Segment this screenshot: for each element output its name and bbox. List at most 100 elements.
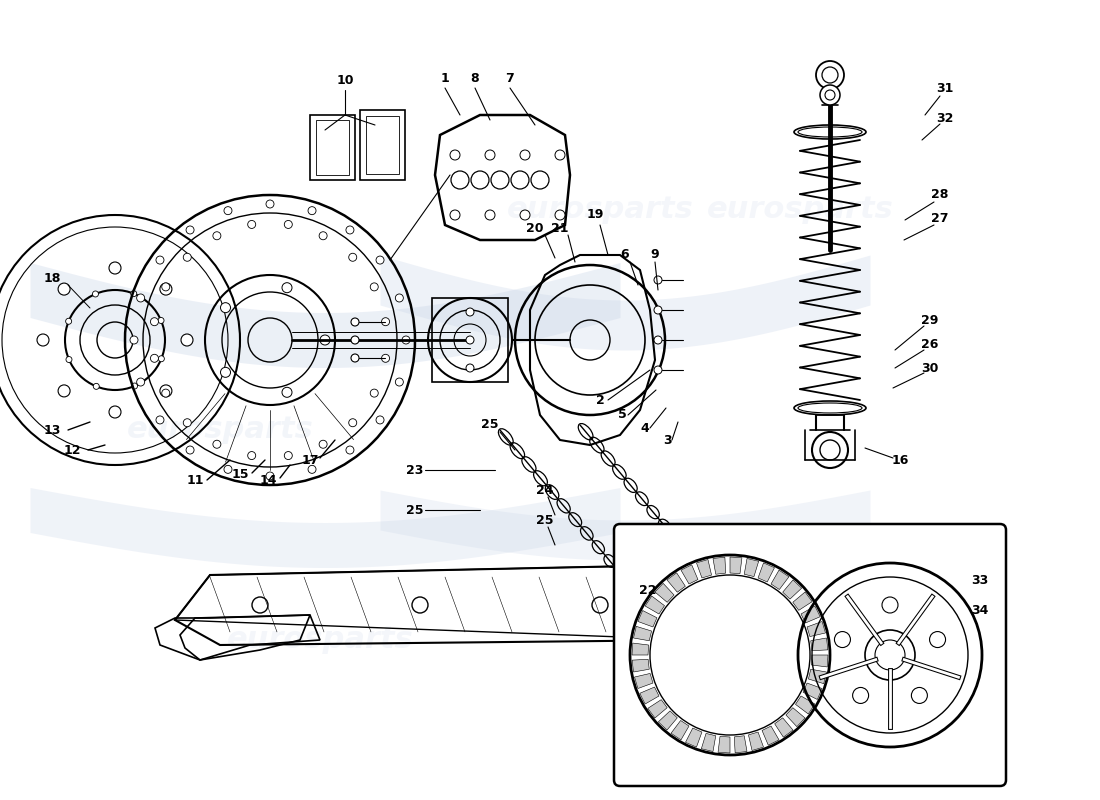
Circle shape [136,294,145,302]
Circle shape [284,451,293,459]
Circle shape [412,597,428,613]
Circle shape [248,221,255,229]
Circle shape [136,378,145,386]
Text: 24: 24 [537,483,553,497]
Circle shape [248,451,255,459]
Polygon shape [783,580,802,599]
Polygon shape [745,558,759,577]
Bar [366,116,399,174]
Polygon shape [648,700,668,718]
Polygon shape [713,557,726,574]
Circle shape [58,283,70,295]
Text: eurosparts: eurosparts [706,195,893,225]
Circle shape [662,597,678,613]
Text: 34: 34 [971,603,989,617]
Circle shape [66,357,72,362]
Text: 5: 5 [617,409,626,422]
Polygon shape [808,670,826,684]
Text: 3: 3 [663,434,672,446]
Polygon shape [801,606,821,623]
Polygon shape [702,734,716,751]
Polygon shape [718,736,730,753]
Polygon shape [671,721,689,740]
Circle shape [382,354,389,362]
Circle shape [491,171,509,189]
Circle shape [376,256,384,264]
Polygon shape [762,726,779,746]
Circle shape [654,306,662,314]
Polygon shape [634,626,651,641]
Circle shape [160,283,172,295]
Polygon shape [771,570,789,590]
Circle shape [835,631,850,647]
Text: 19: 19 [586,209,604,222]
Text: 25: 25 [406,503,424,517]
Circle shape [156,256,164,264]
Circle shape [520,210,530,220]
Text: 6: 6 [620,249,629,262]
Text: 21: 21 [551,222,569,234]
Text: 9: 9 [651,249,659,262]
Circle shape [308,206,316,214]
Circle shape [109,262,121,274]
Circle shape [160,385,172,397]
Circle shape [852,687,869,703]
Circle shape [162,389,169,397]
Polygon shape [795,696,815,714]
Circle shape [130,336,138,344]
Text: 15: 15 [231,469,249,482]
Circle shape [349,418,356,426]
Text: 4: 4 [640,422,649,434]
Circle shape [184,254,191,262]
Text: 25: 25 [537,514,553,526]
Polygon shape [685,728,702,747]
Text: eurosparts: eurosparts [227,626,414,654]
Circle shape [308,466,316,474]
Text: 33: 33 [971,574,989,586]
Text: 10: 10 [337,74,354,86]
Circle shape [151,318,158,326]
Circle shape [912,687,927,703]
Polygon shape [803,683,822,699]
Circle shape [466,336,474,344]
Circle shape [351,336,359,344]
Polygon shape [667,573,685,592]
Circle shape [371,389,378,397]
Circle shape [131,290,136,297]
Circle shape [266,200,274,208]
Circle shape [351,318,359,326]
Polygon shape [632,659,649,672]
Circle shape [812,432,848,468]
Bar [432,298,508,382]
Circle shape [151,354,158,362]
Polygon shape [793,592,812,610]
Text: 16: 16 [891,454,909,466]
Circle shape [531,171,549,189]
Circle shape [654,336,662,344]
Circle shape [109,406,121,418]
Polygon shape [774,718,793,737]
Circle shape [450,150,460,160]
Circle shape [220,367,231,378]
Polygon shape [645,596,664,614]
Text: eurosparts: eurosparts [507,195,693,225]
Circle shape [220,302,231,313]
Circle shape [820,85,840,105]
Circle shape [654,276,662,284]
Text: 13: 13 [43,423,60,437]
Circle shape [182,334,192,346]
Text: 26: 26 [922,338,938,351]
Circle shape [320,335,330,345]
Text: 8: 8 [471,71,480,85]
Polygon shape [785,708,805,726]
Text: 28: 28 [932,189,948,202]
Text: 18: 18 [43,271,60,285]
Circle shape [376,416,384,424]
Circle shape [266,472,274,480]
Polygon shape [748,732,763,750]
Bar [310,115,355,180]
Circle shape [882,597,898,613]
Circle shape [556,150,565,160]
Bar [360,110,405,180]
Circle shape [66,318,72,324]
